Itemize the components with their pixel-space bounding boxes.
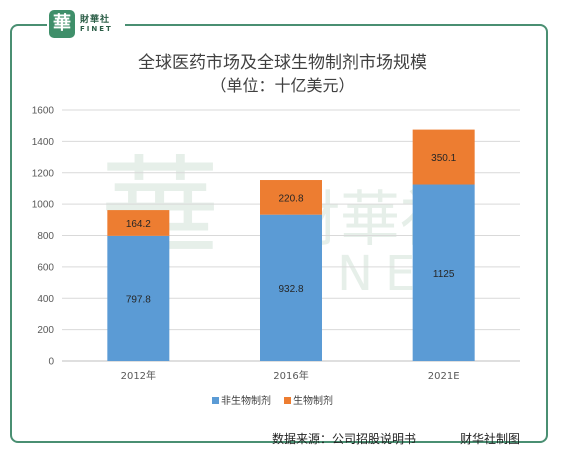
chart-subtitle: （单位：十亿美元） <box>210 76 355 95</box>
chart-frame <box>10 24 548 443</box>
y-tick-label: 0 <box>48 357 54 368</box>
x-tick-label: 2016年 <box>273 369 308 382</box>
logo-english-name: FINET <box>80 25 113 33</box>
bar-biologic <box>107 210 170 236</box>
chart-title: 全球医药市场及全球生物制剂市场规模 <box>138 53 427 73</box>
bar-non-biologic <box>412 184 475 361</box>
bar-non-biologic <box>107 235 170 361</box>
y-tick-label: 1000 <box>32 200 55 211</box>
y-tick-label: 400 <box>37 294 54 305</box>
credit-note: 财华社制图 <box>460 432 521 446</box>
y-tick-label: 1400 <box>32 137 55 148</box>
legend: 非生物制剂 生物制剂 <box>212 394 333 407</box>
bars: 797.8 164.2 932.8 220.8 1125 350.1 <box>107 129 475 361</box>
finet-logo: 華 財華社 FINET <box>47 8 125 40</box>
data-label: 797.8 <box>126 294 151 305</box>
y-tick-label: 600 <box>37 262 54 273</box>
data-label: 932.8 <box>278 284 303 295</box>
y-tick-label: 200 <box>37 325 54 336</box>
legend-label: 生物制剂 <box>293 394 333 407</box>
data-label: 350.1 <box>431 153 456 164</box>
legend-swatch <box>212 397 219 404</box>
data-source-note: 数据来源：公司招股说明书 <box>272 432 417 446</box>
data-label: 164.2 <box>126 219 151 230</box>
y-tick-label: 1200 <box>32 168 55 179</box>
y-tick-label: 1600 <box>32 106 55 117</box>
logo-chinese-name: 財華社 <box>80 15 111 25</box>
data-label: 220.8 <box>278 193 303 204</box>
y-axis-tick-labels: 0 200 400 600 800 1000 1200 1400 1600 <box>32 106 55 368</box>
y-tick-label: 800 <box>37 231 54 242</box>
x-axis-tick-labels: 2012年 2016年 2021E <box>121 369 460 382</box>
x-tick-label: 2012年 <box>121 369 156 382</box>
x-tick-label: 2021E <box>428 371 460 382</box>
bar-non-biologic <box>260 214 322 361</box>
logo-mark-icon: 華 <box>49 10 75 38</box>
bar-biologic <box>260 180 322 215</box>
data-label: 1125 <box>433 269 455 280</box>
legend-label: 非生物制剂 <box>221 394 271 407</box>
legend-swatch <box>284 397 291 404</box>
bar-biologic <box>412 129 475 185</box>
